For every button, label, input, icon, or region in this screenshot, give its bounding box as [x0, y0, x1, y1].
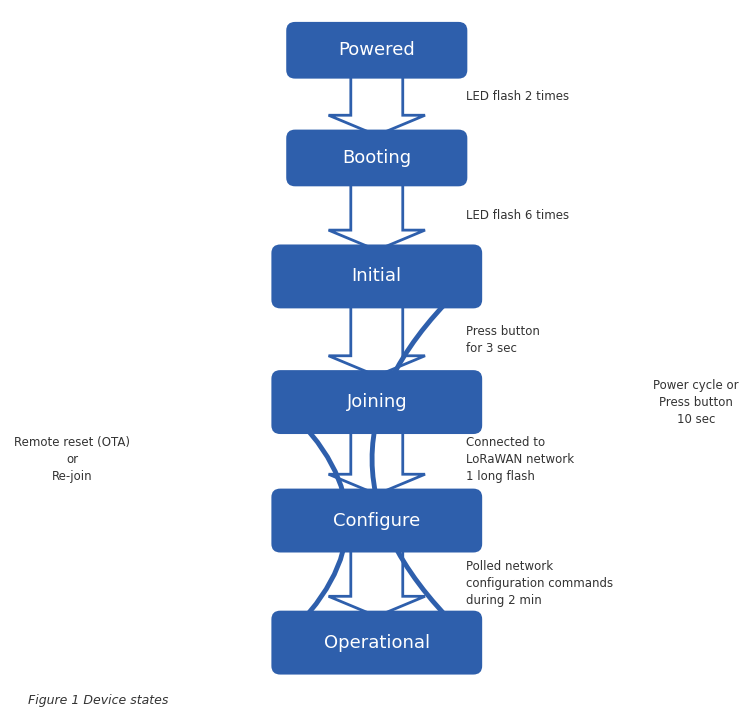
Text: Joining: Joining: [346, 393, 407, 411]
FancyBboxPatch shape: [286, 22, 467, 78]
Text: Press button
for 3 sec: Press button for 3 sec: [466, 325, 540, 355]
Text: Initial: Initial: [352, 267, 402, 286]
FancyBboxPatch shape: [272, 370, 482, 434]
FancyBboxPatch shape: [286, 130, 467, 186]
Text: Power cycle or
Press button
10 sec: Power cycle or Press button 10 sec: [653, 378, 739, 426]
Polygon shape: [328, 303, 425, 376]
Polygon shape: [328, 180, 425, 251]
Text: LED flash 6 times: LED flash 6 times: [466, 209, 569, 222]
Text: Configure: Configure: [333, 511, 421, 530]
FancyBboxPatch shape: [272, 488, 482, 553]
Text: Polled network
configuration commands
during 2 min: Polled network configuration commands du…: [466, 559, 613, 607]
FancyArrowPatch shape: [372, 279, 471, 640]
Text: LED flash 2 times: LED flash 2 times: [466, 90, 569, 103]
Polygon shape: [328, 428, 425, 494]
Text: Powered: Powered: [338, 41, 416, 60]
Polygon shape: [328, 73, 425, 135]
Polygon shape: [328, 547, 425, 616]
FancyBboxPatch shape: [272, 244, 482, 309]
Text: Operational: Operational: [324, 633, 430, 652]
FancyArrowPatch shape: [282, 405, 347, 640]
Text: Booting: Booting: [342, 149, 411, 167]
Text: Figure 1 Device states: Figure 1 Device states: [28, 694, 168, 707]
Text: Remote reset (OTA)
or
Re-join: Remote reset (OTA) or Re-join: [14, 436, 130, 483]
Text: Connected to
LoRaWAN network
1 long flash: Connected to LoRaWAN network 1 long flas…: [466, 436, 574, 483]
FancyBboxPatch shape: [272, 610, 482, 675]
